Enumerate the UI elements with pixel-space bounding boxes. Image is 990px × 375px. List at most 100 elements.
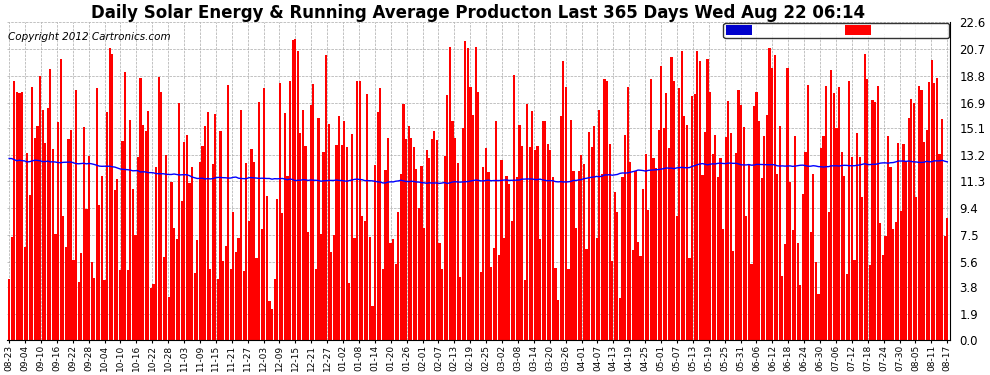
Bar bbox=[376, 112, 379, 340]
Bar bbox=[353, 238, 355, 340]
Bar bbox=[889, 167, 892, 340]
Bar bbox=[946, 218, 948, 340]
Bar bbox=[439, 243, 441, 340]
Bar bbox=[11, 237, 13, 340]
Bar bbox=[320, 234, 322, 340]
Bar bbox=[137, 157, 140, 340]
Bar bbox=[191, 167, 193, 340]
Bar bbox=[931, 60, 933, 340]
Bar bbox=[526, 104, 529, 340]
Bar bbox=[124, 72, 126, 341]
Bar bbox=[263, 88, 265, 340]
Bar bbox=[665, 93, 667, 340]
Bar bbox=[196, 240, 198, 340]
Bar bbox=[929, 82, 931, 340]
Title: Daily Solar Energy & Running Average Producton Last 365 Days Wed Aug 22 06:14: Daily Solar Energy & Running Average Pro… bbox=[91, 4, 865, 22]
Bar bbox=[853, 260, 855, 340]
Bar bbox=[230, 270, 232, 340]
Bar bbox=[271, 309, 273, 340]
Bar bbox=[779, 126, 781, 341]
Bar bbox=[601, 174, 603, 340]
Bar bbox=[643, 189, 644, 340]
Bar bbox=[374, 165, 376, 340]
Bar bbox=[312, 84, 315, 340]
Bar bbox=[132, 189, 134, 340]
Bar bbox=[902, 144, 905, 340]
Bar bbox=[276, 199, 278, 340]
Bar bbox=[513, 75, 516, 340]
Bar bbox=[297, 51, 299, 340]
Bar bbox=[212, 164, 214, 340]
Bar bbox=[194, 273, 196, 340]
Bar bbox=[90, 262, 93, 340]
Bar bbox=[742, 127, 744, 341]
Bar bbox=[127, 270, 129, 340]
Bar bbox=[802, 194, 804, 340]
Bar bbox=[763, 136, 765, 340]
Bar bbox=[392, 239, 394, 340]
Bar bbox=[444, 156, 446, 340]
Bar bbox=[448, 47, 451, 340]
Bar bbox=[106, 112, 108, 340]
Bar bbox=[170, 182, 172, 340]
Bar bbox=[725, 137, 727, 340]
Bar bbox=[874, 102, 876, 340]
Bar bbox=[186, 135, 188, 340]
Bar bbox=[792, 230, 794, 340]
Bar bbox=[722, 230, 724, 340]
Text: Copyright 2012 Cartronics.com: Copyright 2012 Cartronics.com bbox=[8, 32, 170, 42]
Bar bbox=[16, 92, 18, 340]
Bar bbox=[843, 176, 845, 340]
Bar bbox=[799, 285, 802, 340]
Bar bbox=[299, 133, 302, 340]
Bar bbox=[175, 238, 178, 340]
Bar bbox=[534, 150, 536, 340]
Bar bbox=[209, 269, 211, 340]
Bar bbox=[921, 90, 923, 340]
Bar bbox=[96, 88, 98, 340]
Bar bbox=[34, 138, 36, 340]
Bar bbox=[580, 155, 582, 340]
Bar bbox=[593, 126, 595, 341]
Bar bbox=[37, 126, 39, 341]
Bar bbox=[318, 118, 320, 340]
Bar bbox=[119, 270, 121, 340]
Bar bbox=[627, 87, 629, 340]
Bar bbox=[248, 221, 249, 340]
Bar bbox=[544, 121, 546, 340]
Bar bbox=[797, 243, 799, 340]
Bar bbox=[820, 148, 822, 340]
Bar bbox=[660, 66, 662, 340]
Bar bbox=[405, 140, 407, 340]
Bar bbox=[828, 212, 830, 340]
Bar bbox=[145, 132, 147, 340]
Bar bbox=[823, 135, 825, 340]
Bar bbox=[252, 162, 255, 340]
Bar bbox=[204, 126, 206, 341]
Bar bbox=[114, 189, 116, 340]
Bar bbox=[833, 93, 835, 340]
Bar bbox=[101, 176, 103, 340]
Bar bbox=[521, 146, 523, 340]
Bar bbox=[289, 81, 291, 340]
Bar bbox=[884, 236, 886, 340]
Bar bbox=[699, 61, 701, 340]
Bar bbox=[825, 86, 828, 340]
Bar bbox=[93, 278, 95, 340]
Bar bbox=[879, 224, 881, 340]
Bar bbox=[683, 117, 685, 340]
Bar bbox=[923, 142, 926, 340]
Bar bbox=[255, 258, 257, 340]
Bar bbox=[508, 184, 510, 340]
Bar bbox=[786, 68, 789, 341]
Bar bbox=[936, 78, 939, 340]
Bar bbox=[760, 178, 763, 340]
Bar bbox=[789, 182, 791, 340]
Bar bbox=[598, 110, 601, 340]
Bar bbox=[116, 179, 119, 340]
Bar bbox=[173, 228, 175, 340]
Bar bbox=[768, 48, 770, 340]
Bar bbox=[54, 234, 56, 340]
Bar bbox=[57, 122, 59, 340]
Bar bbox=[542, 121, 544, 340]
